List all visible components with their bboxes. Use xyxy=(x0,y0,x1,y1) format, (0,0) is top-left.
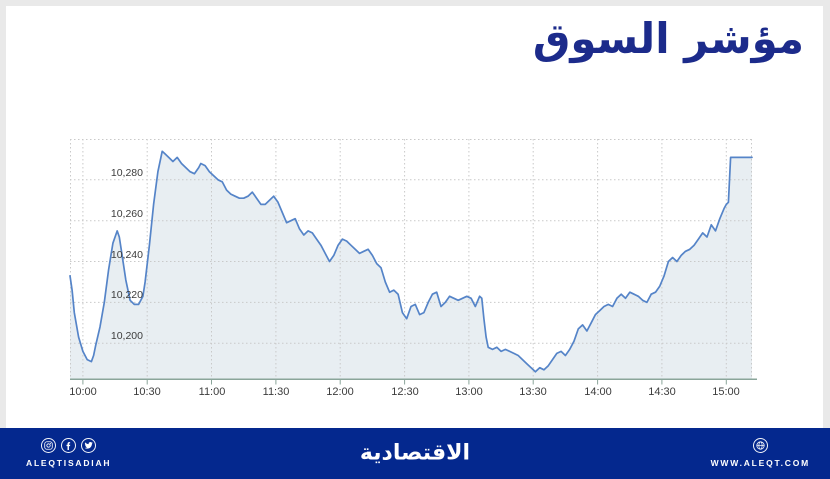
x-axis-label: 10:30 xyxy=(133,386,161,398)
x-axis-label: 13:30 xyxy=(519,386,547,398)
social-icons-row xyxy=(41,438,97,453)
brand-name-latin: ALEQTISADIAH xyxy=(26,458,112,468)
x-axis-label: 12:30 xyxy=(391,386,419,398)
footer-bar: ALEQTISADIAH الاقتصادية WWW.ALEQT.COM xyxy=(0,428,830,479)
x-axis-label: 13:00 xyxy=(455,386,483,398)
y-axis-label: 10,240 xyxy=(110,249,143,261)
x-axis-label: 15:00 xyxy=(712,386,740,398)
x-axis-label: 11:00 xyxy=(198,386,226,398)
brand-logo-arabic: الاقتصادية xyxy=(359,440,471,465)
y-axis-label: 10,200 xyxy=(110,330,143,342)
facebook-icon[interactable] xyxy=(61,438,77,453)
twitter-icon[interactable] xyxy=(81,438,97,453)
website-url[interactable]: WWW.ALEQT.COM xyxy=(710,458,810,468)
footer-social-block: ALEQTISADIAH xyxy=(26,438,111,468)
x-axis-label: 14:00 xyxy=(584,386,612,398)
y-axis-label: 10,260 xyxy=(110,208,143,220)
instagram-icon[interactable] xyxy=(41,438,57,453)
index-chart-svg xyxy=(69,139,757,385)
globe-icon xyxy=(752,438,768,453)
x-axis-label: 10:00 xyxy=(69,386,97,398)
page-title: مؤشر السوق xyxy=(532,14,805,63)
y-axis-label: 10,220 xyxy=(110,289,143,301)
y-axis-label: 10,280 xyxy=(110,167,143,179)
x-axis-label: 11:30 xyxy=(262,386,290,398)
footer-website-block: WWW.ALEQT.COM xyxy=(711,438,810,468)
x-axis-label: 12:00 xyxy=(326,386,354,398)
market-index-chart: 10,200 10,220 10,240 10,260 10,280 10:00 10:30… xyxy=(69,139,757,409)
x-axis-label: 14:30 xyxy=(648,386,676,398)
